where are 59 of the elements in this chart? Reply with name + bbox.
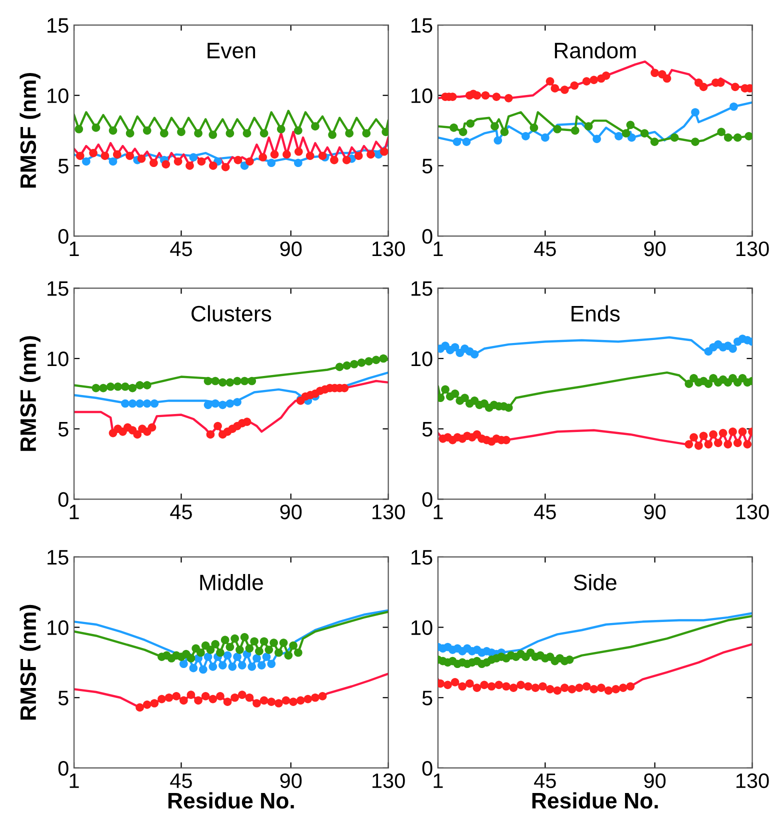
y-tick-label: 5: [58, 158, 68, 174]
x-tick-label: 90: [644, 504, 666, 520]
y-tick-label: 10: [412, 352, 432, 366]
y-tick-label: 5: [422, 158, 432, 174]
x-tick-label: 1: [70, 774, 79, 788]
x-tick-label: 90: [644, 773, 666, 788]
y-tick-label: 10: [48, 352, 68, 366]
y-tick-label: 5: [422, 690, 432, 706]
x-tick-label: 1: [434, 774, 443, 788]
x-tick-label: 130: [736, 773, 769, 788]
y-axis-title: RMSF (nm): [20, 73, 40, 188]
y-tick-label: 5: [58, 422, 68, 437]
y-tick-label: 15: [48, 550, 68, 565]
x-tick-label: 90: [280, 504, 302, 520]
x-tick-label: 45: [170, 242, 192, 256]
x-tick-label: 45: [170, 504, 192, 520]
y-tick-label: 10: [412, 88, 432, 104]
y-tick-label: 0: [422, 492, 432, 507]
x-axis-title: Residue No.: [168, 792, 294, 809]
y-tick-label: 10: [48, 88, 68, 104]
x-tick-label: 130: [372, 504, 405, 520]
y-tick-label: 0: [422, 760, 432, 776]
x-tick-label: 1: [434, 504, 443, 520]
y-tick-label: 15: [412, 18, 432, 33]
x-tick-label: 130: [736, 241, 769, 256]
x-tick-label: 130: [736, 504, 769, 520]
x-tick-label: 45: [170, 774, 192, 788]
y-tick-label: 15: [48, 18, 68, 33]
text: Side: [574, 574, 616, 590]
y-axis-title: RMSF (nm): [20, 336, 40, 451]
x-tick-label: 45: [534, 774, 556, 788]
y-tick-label: 0: [422, 229, 432, 244]
x-tick-label: 90: [280, 241, 302, 256]
x-tick-label: 90: [280, 773, 302, 788]
y-tick-label: 5: [422, 422, 432, 437]
y-tick-label: 5: [58, 690, 68, 706]
x-tick-label: 90: [644, 241, 666, 256]
y-tick-label: 15: [412, 550, 432, 565]
y-tick-label: 15: [412, 281, 432, 296]
x-tick-label: 1: [70, 504, 79, 520]
text: Middle: [200, 574, 263, 590]
x-tick-label: 1: [434, 242, 443, 256]
x-tick-label: 130: [372, 773, 405, 788]
y-axis-title: RMSF (nm): [20, 604, 40, 720]
y-tick-label: 10: [412, 620, 432, 636]
x-axis-title: Residue No.: [532, 792, 658, 809]
x-tick-label: 130: [372, 241, 405, 256]
text: Clusters: [192, 305, 272, 322]
y-tick-label: 10: [48, 620, 68, 636]
x-tick-label: 45: [534, 504, 556, 520]
y-tick-label: 0: [58, 492, 68, 507]
y-tick-label: 15: [48, 281, 68, 296]
text: Random: [554, 42, 636, 58]
text: Even: [208, 42, 256, 58]
y-tick-label: 0: [58, 760, 68, 776]
x-tick-label: 45: [534, 242, 556, 256]
y-tick-label: 0: [58, 229, 68, 244]
x-tick-label: 1: [70, 242, 79, 256]
text: Ends: [572, 305, 620, 322]
